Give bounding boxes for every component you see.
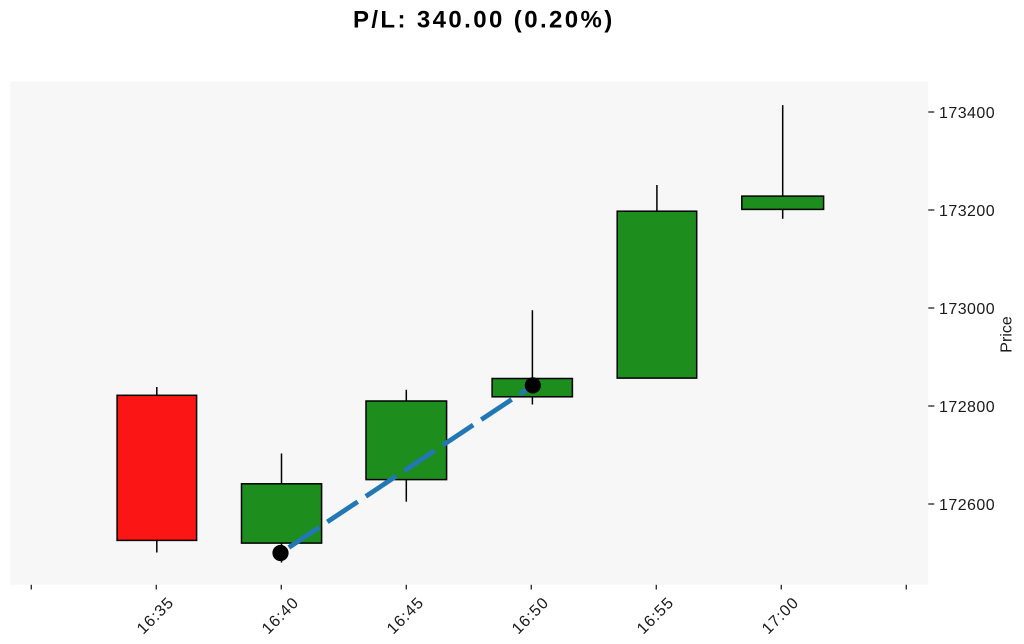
- svg-text:173000: 173000: [939, 301, 995, 318]
- svg-text:Price: Price: [999, 316, 1016, 353]
- svg-text:172800: 172800: [939, 399, 995, 416]
- svg-text:172600: 172600: [939, 497, 995, 514]
- svg-text:173400: 173400: [939, 105, 995, 122]
- svg-text:173200: 173200: [939, 203, 995, 220]
- svg-text:P/L: 340.00 (0.20%): P/L: 340.00 (0.20%): [353, 7, 615, 34]
